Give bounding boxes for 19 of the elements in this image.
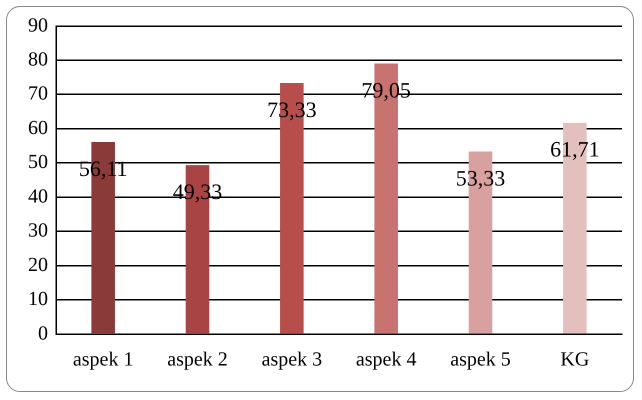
data-label: 53,33 [456,165,506,190]
y-tick-label: 10 [28,288,48,310]
y-tick-label: 50 [28,151,48,174]
y-tick-label: 90 [28,14,48,36]
x-tick-label: aspek 5 [450,348,511,370]
data-label: 61,71 [550,136,600,162]
x-tick-label: aspek 3 [262,348,322,370]
data-label: 49,33 [172,178,222,204]
y-tick-label: 40 [28,185,48,208]
x-tick-label: aspek 4 [356,348,416,370]
y-tick-label: 60 [28,116,48,139]
y-tick-label: 0 [38,322,48,344]
x-tick-label: aspek 2 [167,348,228,370]
x-tick-label: aspek 1 [72,348,134,370]
y-tick-label: 80 [28,48,48,70]
y-tick-label: 30 [28,220,48,242]
y-tick-label: 20 [28,254,48,276]
y-tick-label: 70 [28,82,48,105]
x-tick-label: KG [560,348,590,370]
